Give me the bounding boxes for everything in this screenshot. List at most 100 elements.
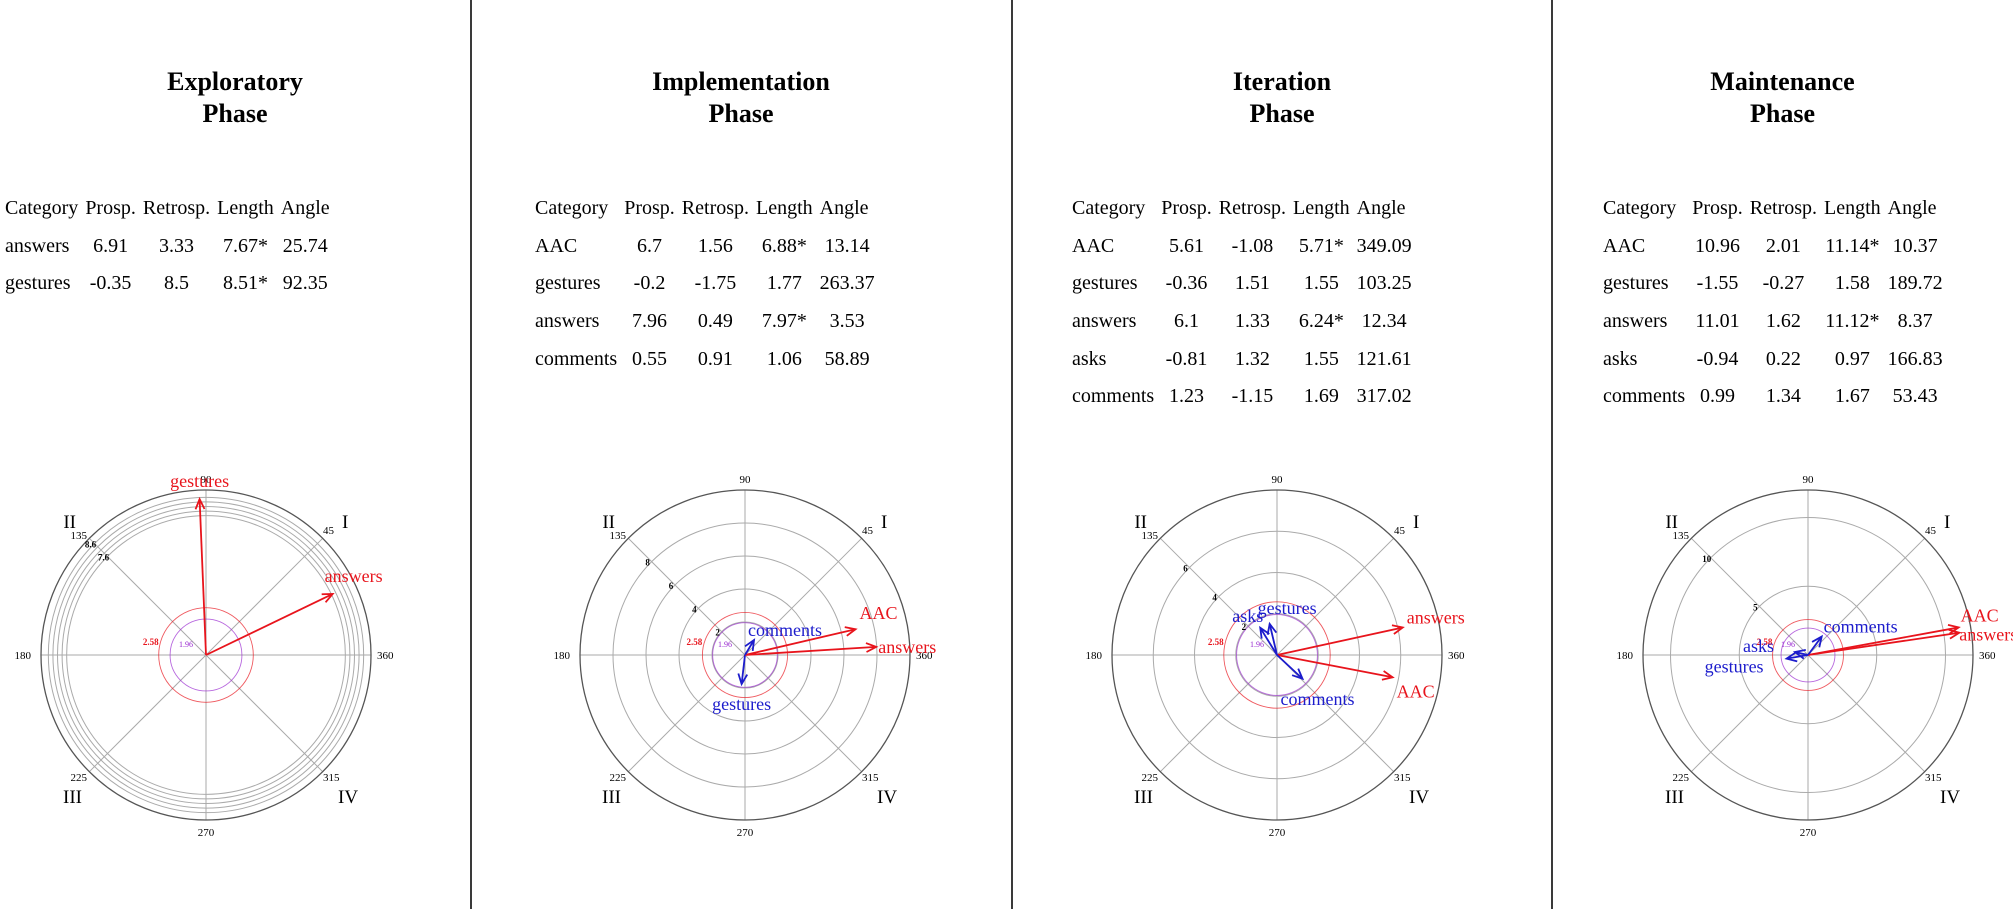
angle-label: 315 — [1394, 772, 1411, 784]
table-cell-category: gestures — [1072, 272, 1138, 295]
angle-label: 270 — [198, 827, 215, 839]
column-header: Angle — [1356, 197, 1406, 220]
table-cell-prosp: -0.81 — [1165, 347, 1208, 370]
angle-label: 135 — [1673, 530, 1690, 542]
table-cell-retrosp: 1.51 — [1234, 272, 1270, 295]
table-cell-category: answers — [1072, 310, 1137, 333]
vector-answers — [205, 593, 334, 656]
table-header-row: Category Prosp. Retrosp. Length Angle — [1603, 190, 1950, 228]
table-cell-retrosp: 0.49 — [697, 310, 733, 333]
stats-table: Category Prosp. Retrosp. Length Angle answers… — [5, 190, 337, 303]
polar-spoke — [205, 654, 324, 773]
polar-ring — [52, 501, 360, 809]
quadrant-label: I — [1944, 512, 1950, 533]
column-header: Length — [756, 197, 813, 220]
table-row: comments 0.55 0.91 1.06 58.89 — [535, 340, 882, 378]
table-header-row: Category Prosp. Retrosp. Length Angle — [1072, 190, 1419, 228]
vector-comments — [744, 639, 755, 656]
table-cell-length: 1.55 — [1303, 272, 1339, 295]
column-header: Category — [1603, 197, 1677, 220]
table-cell-category: gestures — [1603, 272, 1669, 295]
column-header: Angle — [280, 197, 330, 220]
table-cell-prosp: 0.99 — [1700, 385, 1735, 408]
angle-label: 135 — [71, 530, 88, 542]
quadrant-label: I — [342, 512, 348, 533]
table-row: answers 11.01 1.62 11.12* 8.37 — [1603, 303, 1950, 341]
quadrant-label: II — [63, 512, 76, 533]
table-cell-category: AAC — [535, 234, 578, 257]
angle-label: 270 — [737, 827, 754, 839]
quadrant-label: IV — [877, 787, 897, 808]
angle-label: 360 — [377, 650, 394, 662]
sig-label-1.96: 1.96 — [718, 640, 732, 649]
polar-ring — [1670, 517, 1946, 793]
table-cell-category: comments — [535, 347, 618, 370]
phase-title-line: Phase — [1750, 99, 1815, 128]
table-cell-angle: 92.35 — [282, 272, 328, 295]
polar-ring — [1152, 530, 1402, 780]
polar-spoke — [88, 654, 207, 773]
vector-label: AAC — [1397, 681, 1435, 701]
vector-label: answers — [325, 566, 383, 586]
polar-spoke — [1807, 654, 1926, 773]
angle-label: 360 — [1448, 650, 1465, 662]
phase-panel: Iteration Phase Category Prosp. Retrosp. Leng… — [1012, 0, 1552, 909]
table-cell-length: 7.67* — [222, 234, 268, 257]
polar-ring — [678, 588, 812, 722]
table-row: comments 0.99 1.34 1.67 53.43 — [1603, 378, 1950, 416]
table-cell-prosp: -0.36 — [1165, 272, 1208, 295]
angle-label: 135 — [610, 530, 627, 542]
table-cell-angle: 10.37 — [1892, 234, 1938, 257]
sig-circle-2.58 — [701, 611, 789, 699]
table-cell-prosp: 6.1 — [1174, 310, 1199, 333]
angle-label: 90 — [201, 474, 213, 486]
table-cell-category: gestures — [5, 272, 71, 295]
table-cell-angle: 8.37 — [1897, 310, 1933, 333]
panel-divider — [1551, 0, 1553, 909]
vector-answers — [1276, 626, 1403, 656]
polar-ring — [645, 555, 845, 755]
table-row: gestures -0.36 1.51 1.55 103.25 — [1072, 265, 1419, 303]
polar-spoke — [744, 537, 863, 656]
table-cell-category: gestures — [535, 272, 601, 295]
sig-circle-1.96 — [169, 618, 243, 692]
angle-label: 315 — [1925, 772, 1942, 784]
phase-title: Iteration Phase — [1012, 66, 1552, 130]
vector-arrowhead — [1381, 670, 1395, 681]
polar-ring — [711, 621, 779, 689]
vector-asks — [1794, 651, 1809, 656]
table-cell-length: 6.88* — [761, 234, 807, 257]
table-header-row: Category Prosp. Retrosp. Length Angle — [535, 190, 882, 228]
sig-label-1.96: 1.96 — [1781, 640, 1795, 649]
quadrant-label: IV — [1409, 787, 1429, 808]
sig-circle-1.96 — [1780, 627, 1836, 683]
table-cell-length: 1.06 — [766, 347, 802, 370]
table-cell-prosp: 11.01 — [1695, 310, 1740, 333]
quadrant-label: I — [1413, 512, 1419, 533]
angle-label: 270 — [1269, 827, 1286, 839]
table-cell-retrosp: 0.22 — [1765, 347, 1801, 370]
table-cell-category: asks — [1072, 347, 1107, 370]
vector-arrowhead — [1948, 628, 1962, 640]
table-cell-prosp: -0.94 — [1696, 347, 1739, 370]
table-cell-length: 6.24* — [1298, 310, 1344, 333]
table-cell-angle: 13.14 — [824, 234, 870, 257]
table-row: answers 7.96 0.49 7.97* 3.53 — [535, 303, 882, 341]
phase-title-line: Implementation — [652, 67, 830, 96]
column-header: Retrosp. — [1749, 197, 1818, 220]
table-row: asks -0.94 0.22 0.97 166.83 — [1603, 340, 1950, 378]
table-cell-angle: 25.74 — [282, 234, 328, 257]
column-header: Length — [217, 197, 274, 220]
table-cell-retrosp: 1.62 — [1765, 310, 1801, 333]
table-row: gestures -0.2 -1.75 1.77 263.37 — [535, 265, 882, 303]
table-cell-retrosp: 1.34 — [1765, 385, 1801, 408]
column-header: Length — [1824, 197, 1881, 220]
column-header: Prosp. — [624, 197, 675, 220]
column-header: Angle — [1887, 197, 1937, 220]
angle-label: 90 — [1803, 474, 1815, 486]
phase-title-line: Phase — [1249, 99, 1315, 128]
vector-arrowhead — [1792, 648, 1806, 660]
table-cell-prosp: -0.35 — [89, 272, 132, 295]
vector-label: comments — [748, 620, 822, 640]
vector-label: asks — [1743, 636, 1774, 656]
